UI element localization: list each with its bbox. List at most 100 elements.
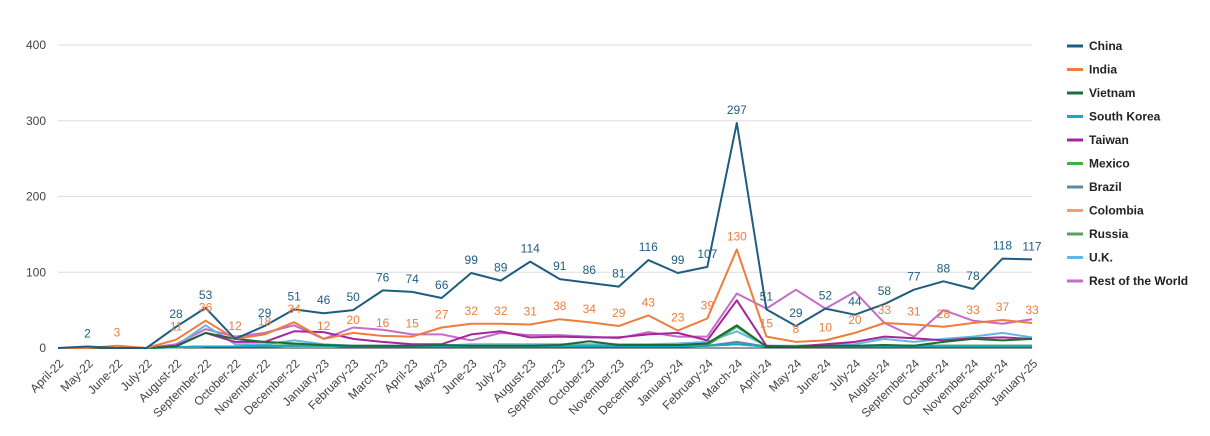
series-line-u-k-	[58, 324, 1033, 349]
data-label: 3	[114, 326, 121, 340]
data-label: 58	[878, 284, 892, 298]
legend-item-vietnam[interactable]: Vietnam	[1067, 86, 1135, 100]
legend-item-u-k-[interactable]: U.K.	[1067, 251, 1113, 265]
data-label: 86	[583, 263, 597, 277]
data-label: 53	[199, 288, 213, 302]
data-label: 20	[346, 313, 360, 327]
legend-label: India	[1089, 63, 1117, 77]
data-label: 43	[642, 295, 656, 309]
data-label: 16	[376, 316, 390, 330]
data-label: 11	[170, 320, 183, 334]
x-tick-label: April-23	[381, 356, 420, 395]
legend-item-china[interactable]: China	[1067, 39, 1123, 53]
data-label: 34	[583, 302, 597, 316]
data-label: 66	[435, 278, 449, 292]
data-label: 29	[258, 306, 272, 320]
data-label: 52	[819, 289, 833, 303]
data-label: 29	[789, 306, 803, 320]
y-tick-label: 300	[26, 114, 46, 128]
legend-label: Colombia	[1089, 204, 1144, 218]
data-label: 32	[494, 304, 508, 318]
legend-label: U.K.	[1089, 251, 1113, 265]
data-label: 33	[966, 303, 980, 317]
data-label: 46	[317, 293, 331, 307]
series-lines	[57, 122, 1033, 349]
series-line-india	[58, 248, 1033, 349]
data-label: 107	[697, 247, 717, 261]
data-label: 77	[907, 270, 921, 284]
x-tick-label: April-24	[736, 356, 775, 395]
data-label: 51	[287, 289, 301, 303]
y-tick-label: 0	[39, 341, 46, 355]
data-label: 18	[258, 314, 272, 328]
y-tick-label: 100	[26, 265, 46, 279]
legend-item-russia[interactable]: Russia	[1067, 227, 1129, 241]
data-label: 116	[639, 240, 658, 254]
legend-label: China	[1089, 39, 1123, 53]
legend-item-taiwan[interactable]: Taiwan	[1067, 133, 1129, 147]
data-label: 88	[937, 261, 951, 275]
data-label: 51	[760, 289, 774, 303]
data-label: 15	[406, 317, 420, 331]
data-label: 99	[671, 253, 685, 267]
data-label: 10	[819, 320, 833, 334]
series-line-south-korea	[58, 343, 1032, 349]
y-tick-label: 200	[26, 190, 46, 204]
data-label: 12	[228, 319, 242, 333]
data-label: 36	[199, 301, 213, 315]
data-label: 89	[494, 261, 508, 275]
data-label: 114	[521, 242, 540, 256]
data-label: 34	[287, 302, 301, 316]
data-label: 23	[671, 311, 685, 325]
data-label: 31	[524, 305, 538, 319]
legend-label: Mexico	[1089, 157, 1130, 171]
legend-item-colombia[interactable]: Colombia	[1067, 204, 1144, 218]
series-line-china	[57, 122, 1033, 349]
data-label: 39	[701, 298, 715, 312]
legend-item-brazil[interactable]: Brazil	[1067, 180, 1122, 194]
gridlines	[58, 44, 1032, 349]
legend-item-south-korea[interactable]: South Korea	[1067, 110, 1161, 124]
legend-item-rest-of-the-world[interactable]: Rest of the World	[1067, 274, 1188, 288]
data-label: 33	[1025, 303, 1039, 317]
y-axis: 0 100 200 300 400	[26, 38, 46, 355]
legend-item-india[interactable]: India	[1067, 63, 1117, 77]
data-label: 130	[727, 230, 747, 244]
legend-label: Brazil	[1089, 180, 1122, 194]
x-axis: April-22May-22June-22July-22August-22Sep…	[27, 356, 1040, 420]
legend-label: Vietnam	[1089, 86, 1135, 100]
data-label: 33	[878, 303, 892, 317]
series-line-rest-of-the-world	[58, 288, 1033, 349]
data-label: 99	[465, 253, 479, 267]
data-label: 297	[727, 103, 747, 117]
x-tick-label: April-22	[27, 356, 66, 395]
legend-label: Taiwan	[1089, 133, 1129, 147]
data-label: 8	[793, 322, 800, 336]
data-label: 44	[848, 295, 862, 309]
legend[interactable]: China India Vietnam South Korea Taiwan Mexico…	[1067, 39, 1188, 288]
data-label: 29	[612, 306, 626, 320]
legend-item-mexico[interactable]: Mexico	[1067, 157, 1130, 171]
data-label: 76	[376, 270, 390, 284]
data-label: 117	[1022, 239, 1041, 253]
legend-label: Russia	[1089, 227, 1129, 241]
data-label: 31	[907, 305, 921, 319]
data-label: 50	[346, 290, 360, 304]
legend-label: South Korea	[1089, 110, 1161, 124]
data-label: 32	[465, 304, 479, 318]
data-label: 91	[553, 259, 567, 273]
y-tick-label: 400	[26, 38, 46, 52]
data-label: 78	[966, 269, 980, 283]
data-label: 38	[553, 299, 567, 313]
data-label: 37	[996, 300, 1010, 314]
data-label: 2	[84, 326, 91, 340]
data-label: 81	[612, 267, 626, 281]
data-label: 20	[848, 313, 862, 327]
data-label: 118	[993, 239, 1012, 253]
legend-label: Rest of the World	[1089, 274, 1188, 288]
series-line-taiwan	[58, 299, 1033, 349]
data-label: 74	[406, 272, 420, 286]
data-label: 27	[435, 308, 449, 322]
